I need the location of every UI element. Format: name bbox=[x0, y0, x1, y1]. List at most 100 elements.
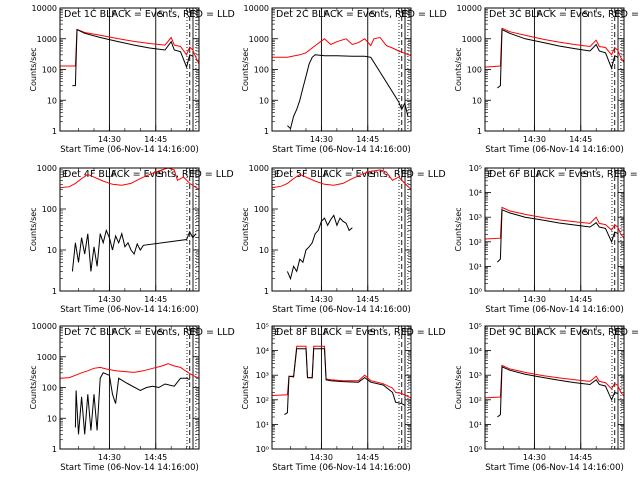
event-marker: S bbox=[583, 328, 589, 338]
series-black-events bbox=[286, 214, 353, 281]
series-black-events bbox=[287, 54, 409, 130]
y-tick-label: 1000 bbox=[249, 164, 269, 173]
event-marker: E bbox=[487, 170, 493, 180]
y-tick-label: 1000 bbox=[37, 353, 57, 362]
series-group bbox=[60, 363, 199, 435]
x-axis-label: Start Time (06-Nov-14 14:16:00) bbox=[485, 145, 624, 155]
series-group bbox=[272, 169, 411, 281]
y-tick-label: 1000 bbox=[462, 35, 482, 44]
y-tick-label: 10² bbox=[256, 396, 269, 405]
series-black-events bbox=[284, 348, 406, 416]
panel-4: Det 4F BLACK = Events, RED = LLD11010010… bbox=[29, 164, 234, 315]
event-marker: F bbox=[617, 328, 622, 338]
y-tick-label: 100 bbox=[467, 66, 482, 75]
y-tick-label: 100 bbox=[42, 384, 57, 393]
y-tick-label: 1000 bbox=[37, 164, 57, 173]
event-marker: E bbox=[401, 10, 407, 20]
y-tick-label: 10⁴ bbox=[469, 189, 482, 198]
y-tick-label: 10² bbox=[469, 238, 482, 247]
event-marker: E bbox=[189, 10, 195, 20]
event-marker: F bbox=[404, 10, 409, 20]
event-marker: E bbox=[189, 328, 195, 338]
x-tick-label: 14:30 bbox=[310, 453, 333, 462]
y-tick-label: 10 bbox=[472, 96, 482, 105]
series-red-lld bbox=[272, 169, 411, 190]
panel-6: Det 6F BLACK = Events, RED = LLD 10⁰ 10¹ 10… bbox=[454, 164, 640, 315]
event-marker: F bbox=[111, 170, 116, 180]
y-tick-label: 100 bbox=[42, 66, 57, 75]
event-marker: F bbox=[111, 328, 116, 338]
event-marker: F bbox=[192, 170, 197, 180]
x-tick-label: 14:30 bbox=[98, 135, 121, 144]
event-marker: E bbox=[274, 328, 280, 338]
event-marker: S bbox=[583, 170, 589, 180]
series-red-lld bbox=[272, 36, 411, 58]
x-axis-label: Start Time (06-Nov-14 14:16:00) bbox=[272, 463, 411, 473]
panel-title: Det 8F BLACK = Events, RED = LLD bbox=[276, 327, 446, 338]
y-tick-label: 10000 bbox=[244, 4, 269, 13]
x-tick-label: 14:45 bbox=[356, 453, 379, 462]
event-marker: F bbox=[536, 328, 541, 338]
event-marker: F bbox=[617, 10, 622, 20]
series-black-events bbox=[497, 366, 618, 418]
event-marker: F bbox=[192, 328, 197, 338]
series-red-lld bbox=[485, 364, 624, 399]
y-tick-label: 1 bbox=[477, 127, 482, 136]
panel-9: Det 9C BLACK = Events, RED = LLD 10⁰ 10¹ 10… bbox=[454, 322, 640, 473]
x-tick-label: 14:45 bbox=[569, 295, 592, 304]
event-marker: S bbox=[158, 170, 164, 180]
y-tick-label: 10¹ bbox=[256, 420, 269, 429]
y-tick-label: 10⁰ bbox=[469, 287, 482, 296]
event-marker: F bbox=[192, 10, 197, 20]
series-group bbox=[485, 206, 624, 263]
event-marker: E bbox=[62, 170, 68, 180]
event-marker: E bbox=[189, 170, 195, 180]
y-tick-label: 10⁵ bbox=[256, 322, 269, 331]
event-marker: F bbox=[404, 328, 409, 338]
y-axis-label: Counts/sec bbox=[241, 365, 250, 409]
series-group bbox=[60, 168, 199, 272]
panel-title: Det 6F BLACK = Events, RED = LLD bbox=[489, 169, 640, 180]
series-black-events bbox=[497, 28, 619, 89]
plot-frame bbox=[484, 167, 625, 292]
panel-title: Det 2C BLACK = Events, RED = LLD bbox=[276, 9, 447, 20]
event-marker: S bbox=[370, 10, 376, 20]
y-axis-label: Counts/sec bbox=[241, 207, 250, 251]
y-tick-label: 10 bbox=[47, 246, 57, 255]
y-tick-label: 10 bbox=[259, 96, 269, 105]
y-axis-label: Counts/sec bbox=[29, 47, 38, 91]
event-marker: E bbox=[274, 170, 280, 180]
x-axis-label: Start Time (06-Nov-14 14:16:00) bbox=[485, 305, 624, 315]
y-tick-label: 10³ bbox=[469, 213, 482, 222]
event-marker: E bbox=[401, 170, 407, 180]
series-group bbox=[272, 36, 411, 130]
panel-5: Det 5F BLACK = Events, RED = LLD11010010… bbox=[241, 164, 446, 315]
event-marker: E bbox=[614, 328, 620, 338]
x-axis-label: Start Time (06-Nov-14 14:16:00) bbox=[60, 463, 199, 473]
series-red-lld bbox=[485, 27, 624, 68]
x-tick-label: 14:30 bbox=[310, 295, 333, 304]
event-marker: E bbox=[614, 170, 620, 180]
plot-frame bbox=[484, 7, 625, 132]
series-red-lld bbox=[485, 206, 624, 240]
series-black-events bbox=[71, 228, 197, 272]
x-axis-label: Start Time (06-Nov-14 14:16:00) bbox=[272, 145, 411, 155]
series-red-lld bbox=[60, 28, 199, 67]
event-marker: F bbox=[323, 10, 328, 20]
y-axis-label: Counts/sec bbox=[241, 47, 250, 91]
plot-frame bbox=[59, 167, 200, 292]
y-tick-label: 1000 bbox=[37, 35, 57, 44]
event-marker: F bbox=[323, 328, 328, 338]
series-group bbox=[485, 27, 624, 89]
event-marker: F bbox=[323, 170, 328, 180]
y-tick-label: 1 bbox=[52, 127, 57, 136]
event-marker: F bbox=[536, 10, 541, 20]
event-marker: S bbox=[158, 10, 164, 20]
panel-title: Det 3C BLACK = Events, RED = LLD bbox=[489, 9, 640, 20]
series-red-lld bbox=[60, 168, 199, 190]
event-marker: S bbox=[370, 170, 376, 180]
series-group bbox=[272, 345, 411, 416]
event-marker: E bbox=[614, 10, 620, 20]
y-tick-label: 1000 bbox=[249, 35, 269, 44]
